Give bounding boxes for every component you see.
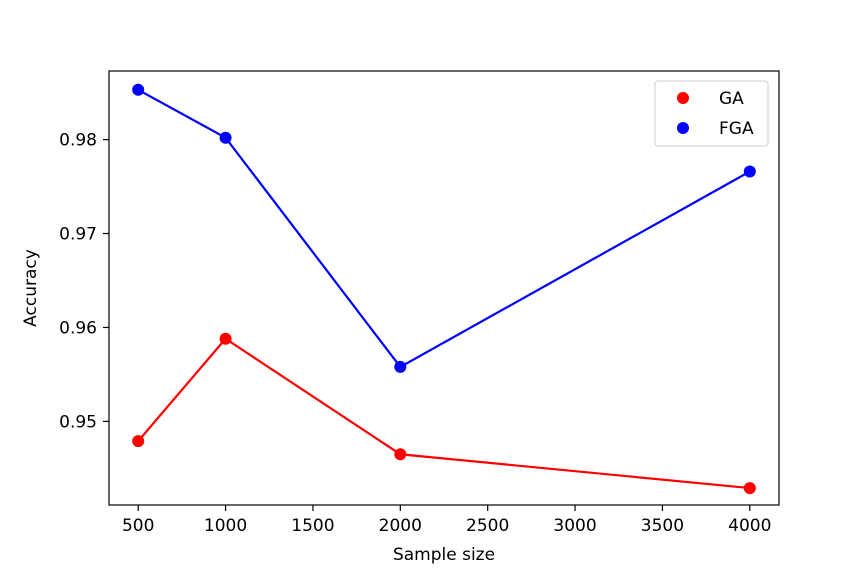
series-line-fga: [137, 88, 751, 369]
y-tick-label: 0.96: [59, 318, 97, 338]
y-tick-label: 0.98: [59, 131, 97, 151]
legend-marker-fga: [677, 122, 689, 134]
plot-content: [132, 83, 756, 495]
legend-marker-ga: [677, 92, 689, 104]
x-tick-label: 3500: [641, 516, 684, 536]
data-point-fga: [394, 360, 407, 373]
legend-label-ga: GA: [719, 89, 744, 109]
data-point-ga: [132, 435, 145, 448]
x-tick-label: 1500: [291, 516, 334, 536]
y-axis-label: Accuracy: [21, 249, 41, 327]
y-axis-ticks: 0.95 0.96 0.97 0.98: [59, 131, 109, 432]
legend: GA FGA: [654, 80, 769, 147]
x-tick-label: 3000: [553, 516, 596, 536]
x-tick-label: 2500: [466, 516, 509, 536]
x-tick-label: 500: [122, 516, 154, 536]
series-line-ga: [137, 337, 750, 490]
x-axis-ticks: 500 1000 1500 2000 2500 3000 3500 4000: [122, 505, 771, 536]
y-tick-label: 0.97: [59, 225, 97, 245]
x-tick-label: 2000: [379, 516, 422, 536]
legend-label-fga: FGA: [719, 119, 754, 139]
data-point-ga: [219, 332, 232, 345]
data-point-fga: [219, 131, 232, 144]
data-point-fga: [743, 165, 756, 178]
x-tick-label: 4000: [728, 516, 771, 536]
y-tick-label: 0.95: [59, 412, 97, 432]
plot-frame: [108, 70, 780, 506]
data-point-ga: [394, 448, 407, 461]
x-tick-label: 1000: [204, 516, 247, 536]
data-point-fga: [132, 83, 145, 96]
x-axis-label: Sample size: [393, 545, 495, 565]
data-point-ga: [743, 482, 756, 495]
